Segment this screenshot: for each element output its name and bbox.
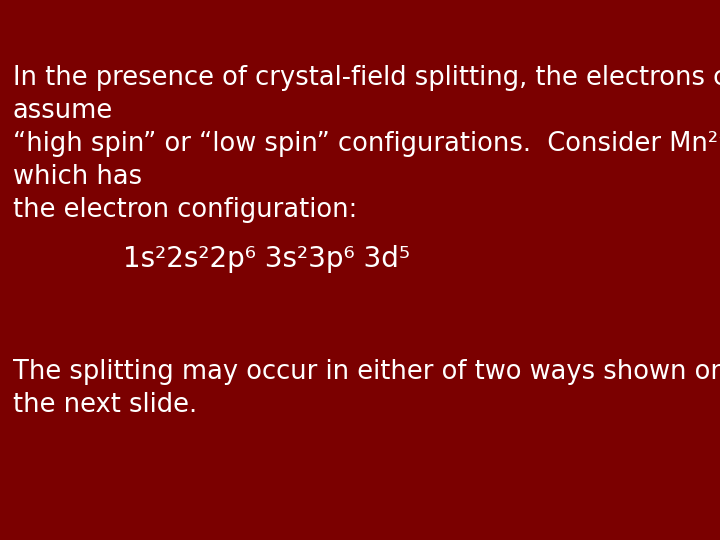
Text: In the presence of crystal-field splitting, the electrons can
assume
“high spin”: In the presence of crystal-field splitti…: [13, 65, 720, 223]
Text: 1s²2s²2p⁶ 3s²3p⁶ 3d⁵: 1s²2s²2p⁶ 3s²3p⁶ 3d⁵: [123, 245, 410, 273]
Text: The splitting may occur in either of two ways shown on
the next slide.: The splitting may occur in either of two…: [13, 359, 720, 418]
